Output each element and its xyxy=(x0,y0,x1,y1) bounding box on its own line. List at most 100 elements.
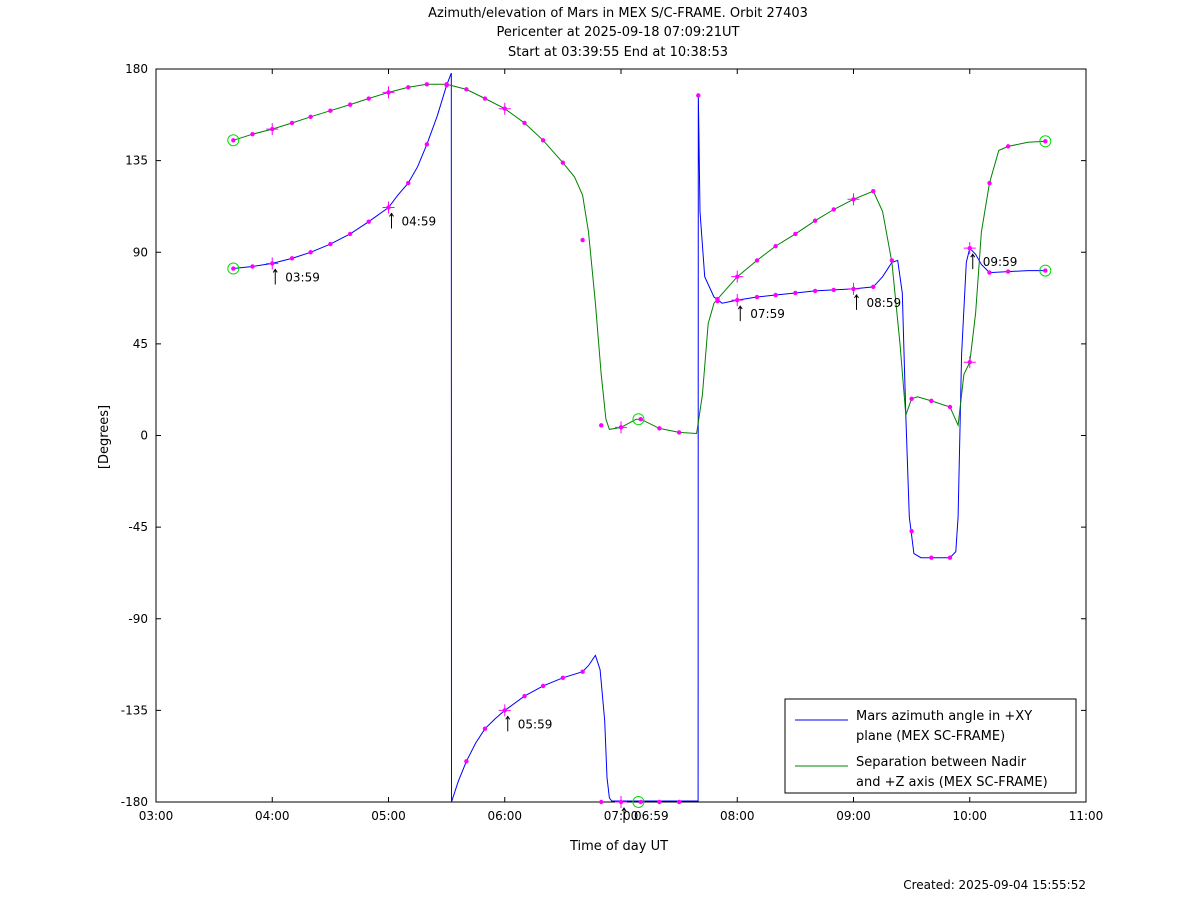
time-annotation-label: 04:59 xyxy=(402,214,437,228)
y-tick-label: 45 xyxy=(133,337,148,351)
series-1-point xyxy=(406,85,411,90)
series-1-point xyxy=(676,430,682,435)
y-tick-label: 180 xyxy=(125,62,148,76)
series-1-point xyxy=(250,131,255,137)
series-0-point xyxy=(464,759,469,764)
series-0-point xyxy=(831,287,836,293)
series-0-point xyxy=(871,284,876,290)
x-tick-label: 10:00 xyxy=(952,809,987,823)
series-1-point xyxy=(347,102,353,107)
series-0-point xyxy=(696,93,701,98)
series-1-line xyxy=(233,83,1046,435)
series-0-hour-cross xyxy=(382,201,395,214)
legend-entry-1-line-0: Separation between Nadir xyxy=(856,755,1027,770)
series-1-hour-cross xyxy=(847,193,860,206)
legend-entry-0-line-0: Mars azimuth angle in +XY xyxy=(856,709,1032,724)
series-1-point xyxy=(831,207,836,212)
x-tick-label: 04:00 xyxy=(255,809,290,823)
series-0-point xyxy=(812,288,818,294)
legend-entry-1-line-1: and +Z axis (MEX SC-FRAME) xyxy=(856,775,1048,790)
series-1-point xyxy=(715,296,720,302)
series-0-point xyxy=(657,799,662,805)
series-1-endpoint-circle xyxy=(1039,135,1052,148)
time-annotation-arrow xyxy=(854,293,859,310)
series-1-point xyxy=(482,96,488,101)
series-1-point xyxy=(657,426,662,431)
series-0-hour-cross xyxy=(615,796,627,808)
series-1-point xyxy=(540,138,546,143)
series-0-point xyxy=(676,799,682,805)
series-0-endpoint-circle xyxy=(227,262,240,275)
y-axis-label: [Degrees] xyxy=(97,405,112,469)
time-annotation-arrow xyxy=(505,715,511,732)
x-tick-label: 08:00 xyxy=(720,809,755,823)
created-timestamp: Created: 2025-09-04 15:55:52 xyxy=(903,878,1086,892)
series-0-line xyxy=(233,72,1046,803)
series-1-point xyxy=(328,108,333,113)
legend-entry-0-line-1: plane (MEX SC-FRAME) xyxy=(856,729,1005,744)
series-1-hour-cross xyxy=(963,356,976,369)
y-tick-label: 0 xyxy=(140,429,148,443)
series-1-endpoint-circle xyxy=(227,134,240,147)
legend-box xyxy=(784,698,1077,794)
series-1-point xyxy=(1005,144,1011,149)
x-tick-label: 07:00 xyxy=(604,809,639,823)
series-1-point xyxy=(522,120,527,126)
series-1-point xyxy=(909,396,914,402)
series-0-point xyxy=(1043,268,1048,273)
series-0-point xyxy=(599,799,604,805)
x-tick-label: 11:00 xyxy=(1069,809,1104,823)
series-0-hour-cross xyxy=(266,257,279,270)
series-0-point xyxy=(754,294,760,300)
time-annotation-arrow xyxy=(272,268,278,285)
series-1-point xyxy=(812,218,818,223)
plot-frame xyxy=(155,68,1087,803)
series-0-point xyxy=(1005,269,1011,274)
series-0-point xyxy=(793,290,798,296)
series-1-point xyxy=(871,188,876,194)
y-tick-label: -45 xyxy=(128,520,148,534)
series-0-point xyxy=(231,266,236,271)
series-1-endpoint-circle xyxy=(632,796,645,808)
y-tick-label: -135 xyxy=(121,703,148,717)
chart-title-line-3: Start at 03:39:55 End at 10:38:53 xyxy=(508,45,728,60)
series-0-point xyxy=(250,264,255,269)
legend: Mars azimuth angle in +XY plane (MEX SC-F… xyxy=(784,698,1077,794)
series-1-point xyxy=(289,120,295,126)
x-tick-label: 06:00 xyxy=(487,809,522,823)
series-0-point xyxy=(308,250,313,255)
series-1-point xyxy=(308,114,313,120)
series-1-hour-cross xyxy=(615,421,627,434)
series-1-point xyxy=(580,237,585,243)
time-annotation-label: 08:59 xyxy=(867,296,902,310)
series-0-point xyxy=(889,258,895,263)
series-1-point xyxy=(947,404,953,410)
series-0-point xyxy=(540,683,546,689)
series-1-point xyxy=(599,423,604,428)
y-tick-label: -180 xyxy=(121,795,148,809)
series-1-hour-cross xyxy=(498,102,511,115)
series-1-hour-cross xyxy=(731,270,744,283)
series-1-hour-cross xyxy=(266,123,279,136)
series-1-point xyxy=(366,96,371,101)
series-0-point xyxy=(947,555,953,560)
series-0-point xyxy=(482,726,488,731)
series-1-point xyxy=(987,180,992,186)
series-0-point xyxy=(347,231,353,237)
time-annotation-arrow xyxy=(970,253,976,270)
series-1-hour-cross xyxy=(382,86,395,99)
chart-title-line-2: Pericenter at 2025-09-18 07:09:21UT xyxy=(496,25,739,40)
series-0-point xyxy=(328,241,333,247)
series-0-hour-cross xyxy=(847,282,860,295)
series-0-point xyxy=(424,142,430,147)
series-0-point xyxy=(366,219,371,224)
series-0-point xyxy=(987,270,992,275)
series-1-point xyxy=(638,417,643,422)
series-0-point xyxy=(522,693,527,699)
series-0-hour-cross xyxy=(731,294,744,307)
time-annotation-arrow xyxy=(621,807,627,823)
series-0-point xyxy=(289,256,295,261)
time-annotation-arrow xyxy=(737,305,743,322)
series-1-point xyxy=(560,160,566,165)
